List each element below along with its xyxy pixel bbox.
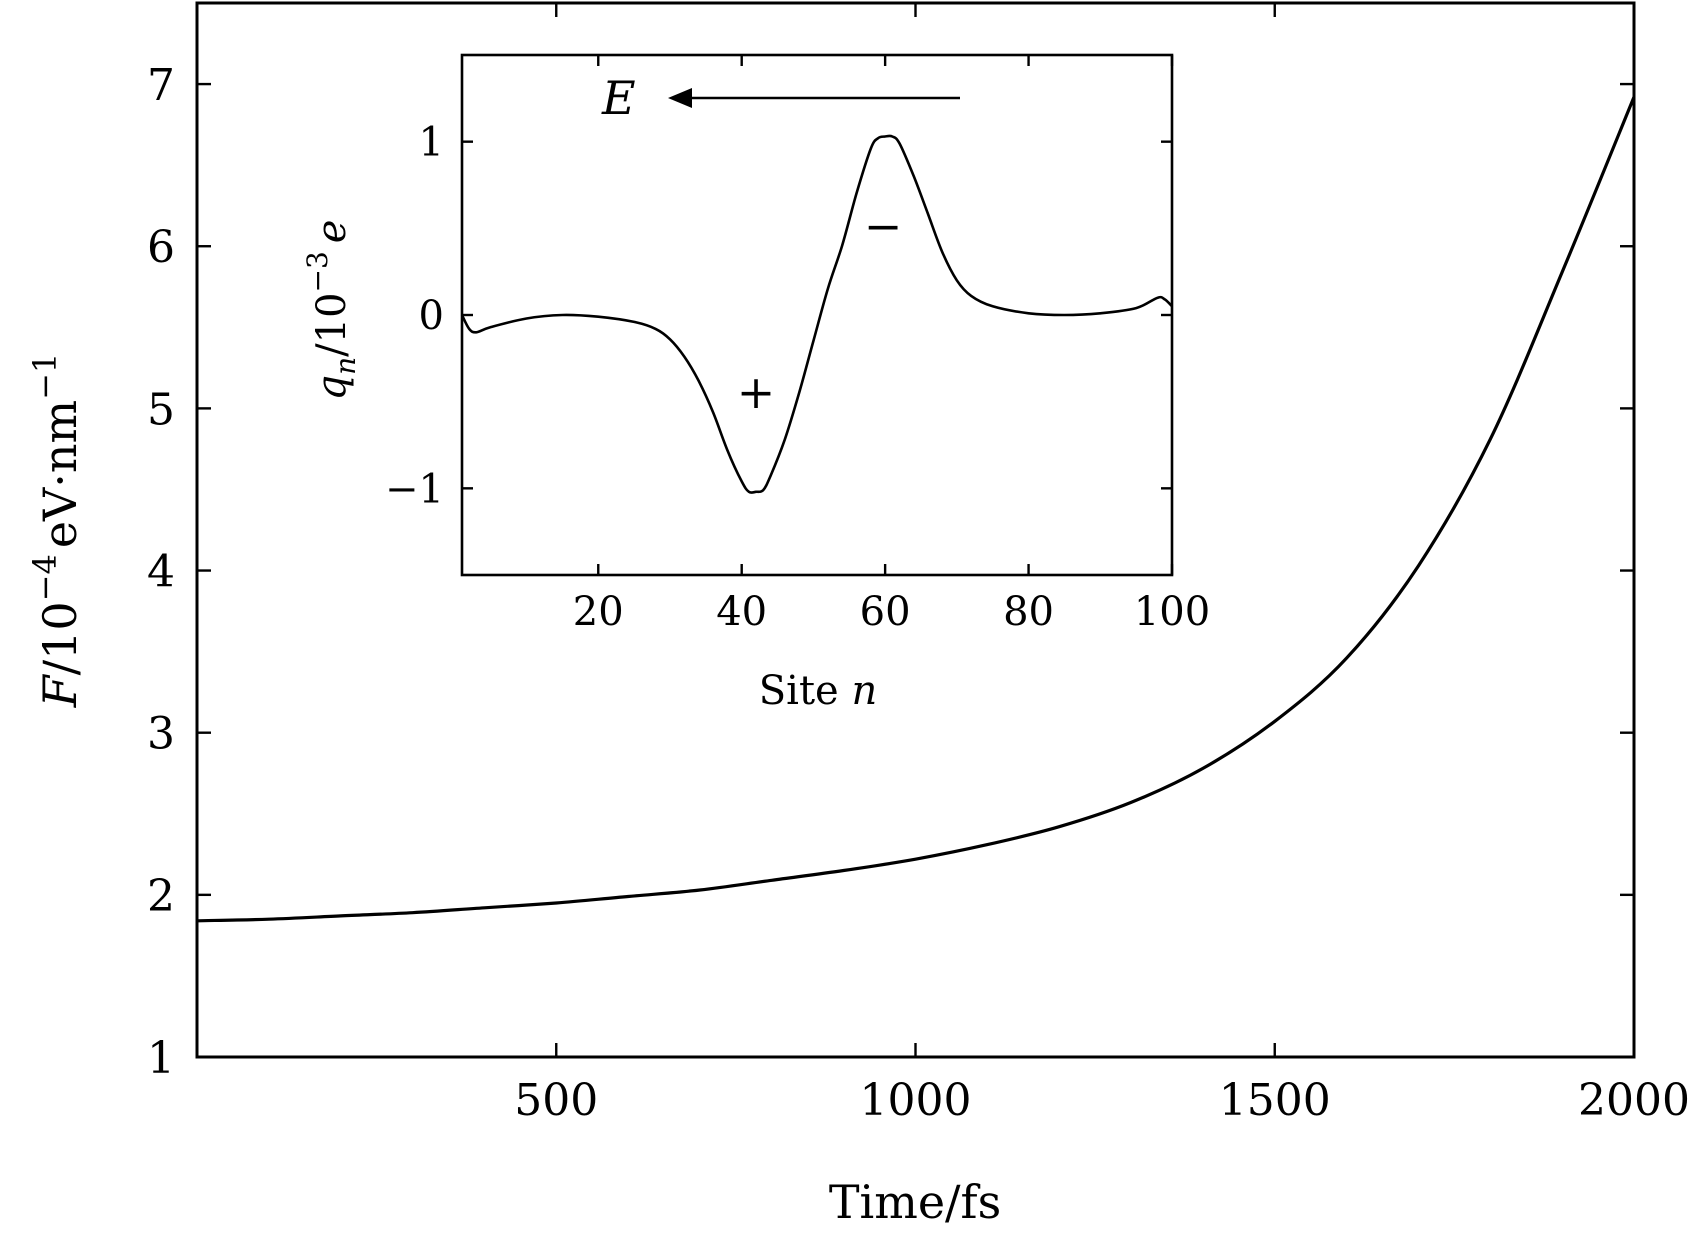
main-y-axis-unit-exp: −1 <box>26 353 64 400</box>
inset-y-axis-title: qn/10−3 e <box>301 220 362 401</box>
main-y-tick-label: 2 <box>147 871 175 922</box>
main-y-axis-exp: −4 <box>26 554 64 601</box>
field-label: E <box>601 71 636 125</box>
inset-x-tick-labels: 20 40 60 80 100 <box>573 589 1210 635</box>
main-x-tick-label: 500 <box>514 1075 598 1126</box>
main-x-tick-label: 2000 <box>1578 1075 1690 1126</box>
inset-x-tick-label: 40 <box>716 589 767 635</box>
main-x-tick-labels: 500 1000 1500 2000 <box>514 1075 1690 1126</box>
main-y-axis-var: F <box>33 673 87 708</box>
main-y-tick-label: 3 <box>147 709 175 760</box>
inset-y-axis-exp: −3 <box>301 251 334 292</box>
main-ticks <box>197 3 1636 1059</box>
inset-y-axis-base: /10 <box>309 292 355 356</box>
main-y-tick-label: 5 <box>147 384 175 435</box>
main-y-axis-unit: eV·nm <box>33 400 87 548</box>
inset-y-tick-label: 1 <box>419 120 444 166</box>
main-x-axis-title: Time/fs <box>829 1175 1001 1229</box>
main-y-tick-label: 4 <box>147 547 175 598</box>
plus-annotation: + <box>737 365 776 419</box>
inset-y-tick-labels: −1 0 1 <box>385 120 444 513</box>
inset-y-tick-label: 0 <box>419 293 444 339</box>
field-arrow-head <box>668 88 692 108</box>
inset-series-line <box>460 134 1173 494</box>
inset-chart: 20 40 60 80 100 −101 E + − Site n qn/10−3e <box>301 53 1210 714</box>
main-y-tick-label: 6 <box>147 222 175 273</box>
main-y-tick-label: 1 <box>147 1033 175 1084</box>
inset-x-axis-text: Site <box>759 668 852 714</box>
main-x-tick-label: 1500 <box>1219 1075 1331 1126</box>
inset-x-tick-label: 100 <box>1134 589 1210 635</box>
inset-x-tick-label: 20 <box>573 589 624 635</box>
main-y-tick-label: 7 <box>147 60 175 111</box>
inset-x-axis-title: Site n <box>759 668 877 714</box>
main-x-tick-label: 1000 <box>860 1075 972 1126</box>
inset-y-axis-unit: e <box>309 220 355 244</box>
main-series-line <box>196 96 1636 923</box>
inset-y-axis-sub: n <box>329 357 362 375</box>
inset-y-tick-label: −1 <box>385 466 444 512</box>
inset-ticks <box>462 55 1174 575</box>
minus-annotation: − <box>864 199 903 253</box>
inset-x-axis-var: n <box>851 668 877 714</box>
inset-x-tick-label: 80 <box>1003 589 1054 635</box>
main-y-axis-title: F/10−4 eV·nm−1 <box>26 353 87 709</box>
main-y-tick-labels: 1 2 3 4 5 6 7 <box>147 60 175 1084</box>
main-y-axis-base: /10 <box>33 601 87 675</box>
inset-x-tick-label: 60 <box>860 589 911 635</box>
inset-y-axis-var: q <box>309 375 355 401</box>
